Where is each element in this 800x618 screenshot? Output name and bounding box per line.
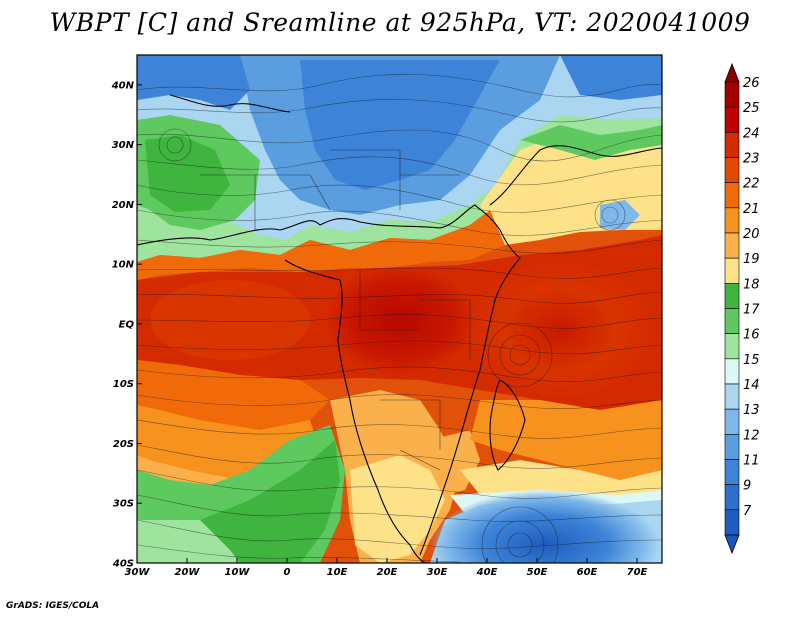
- lat-tick-label: EQ: [119, 319, 135, 330]
- colorbar: 26 25 24 23 22 21 20 19 18 17 16 15 14 13 12 11 9 7: [724, 62, 760, 555]
- colorbar-swatch: [724, 509, 740, 536]
- colorbar-top-arrow: [724, 62, 740, 83]
- lat-tick-label: 20N: [112, 200, 135, 211]
- colorbar-label: 18: [743, 277, 760, 292]
- lat-tick-label: 30N: [112, 140, 135, 151]
- colorbar-swatch: [724, 434, 740, 460]
- colorbar-swatch: [724, 207, 740, 234]
- colorbar-label: 24: [743, 126, 760, 141]
- colorbar-label: 16: [743, 328, 760, 343]
- colorbar-label: 12: [743, 428, 760, 443]
- colorbar-label: 9: [743, 479, 751, 494]
- lon-tick-label: 10W: [225, 567, 251, 578]
- lat-tick-label: 20S: [113, 439, 134, 450]
- colorbar-swatch: [724, 132, 740, 158]
- colorbar-swatch: [724, 257, 740, 284]
- colorbar-bottom-arrow: [724, 534, 740, 555]
- colorbar-swatch: [724, 106, 740, 133]
- lon-tick-label: 20E: [377, 567, 398, 578]
- colorbar-label: 13: [743, 403, 760, 418]
- lon-tick-label: 50E: [527, 567, 548, 578]
- colorbar-label: 22: [743, 177, 760, 192]
- lon-tick-label: 10E: [327, 567, 348, 578]
- wbpt-field: [137, 55, 662, 563]
- colorbar-swatch: [724, 81, 740, 108]
- colorbar-label: 25: [743, 101, 760, 116]
- colorbar-label: 17: [743, 303, 760, 318]
- colorbar-label: 7: [743, 504, 752, 519]
- grads-credit: GrADS: IGES/COLA: [6, 601, 100, 611]
- lat-tick-label: 10N: [112, 260, 135, 271]
- lon-tick-label: 40E: [476, 567, 498, 578]
- colorbar-swatch: [724, 358, 740, 385]
- longitude-axis: 30W 20W 10W 0 10E 20E 30E 40E 50E 60E 70E: [125, 558, 648, 578]
- lon-tick-label: 70E: [627, 567, 648, 578]
- colorbar-swatch: [724, 459, 740, 485]
- colorbar-swatch: [724, 383, 740, 410]
- lon-tick-label: 30E: [427, 567, 448, 578]
- lat-tick-label: 30S: [113, 499, 134, 510]
- chart-title: WBPT [C] and Sreamline at 925hPa, VT: 20…: [49, 8, 751, 37]
- colorbar-label: 11: [743, 454, 760, 469]
- lon-tick-label: 60E: [577, 567, 598, 578]
- colorbar-swatch: [724, 484, 740, 511]
- colorbar-label: 15: [743, 353, 760, 368]
- colorbar-swatch: [724, 308, 740, 334]
- colorbar-swatch: [724, 333, 740, 360]
- colorbar-swatch: [724, 408, 740, 435]
- colorbar-swatch: [724, 157, 740, 183]
- lon-tick-label: 20W: [175, 567, 201, 578]
- lon-tick-label: 30W: [125, 567, 151, 578]
- lon-tick-label: 0: [284, 567, 291, 578]
- colorbar-label: 26: [743, 76, 760, 91]
- plot-frame: [136, 54, 663, 564]
- colorbar-label: 20: [743, 227, 760, 242]
- colorbar-swatch: [724, 182, 740, 209]
- colorbar-label: 14: [743, 378, 760, 393]
- lat-tick-label: 10S: [113, 379, 134, 390]
- colorbar-label: 21: [743, 202, 760, 217]
- colorbar-swatch: [724, 232, 740, 259]
- colorbar-label: 23: [743, 152, 760, 167]
- colorbar-swatch: [724, 283, 740, 309]
- latitude-axis: 40N 30N 20N 10N EQ 10S 20S 30S 40S: [111, 80, 142, 570]
- lat-tick-label: 40S: [112, 559, 134, 570]
- lat-tick-label: 40N: [111, 80, 135, 91]
- colorbar-label: 19: [743, 252, 760, 267]
